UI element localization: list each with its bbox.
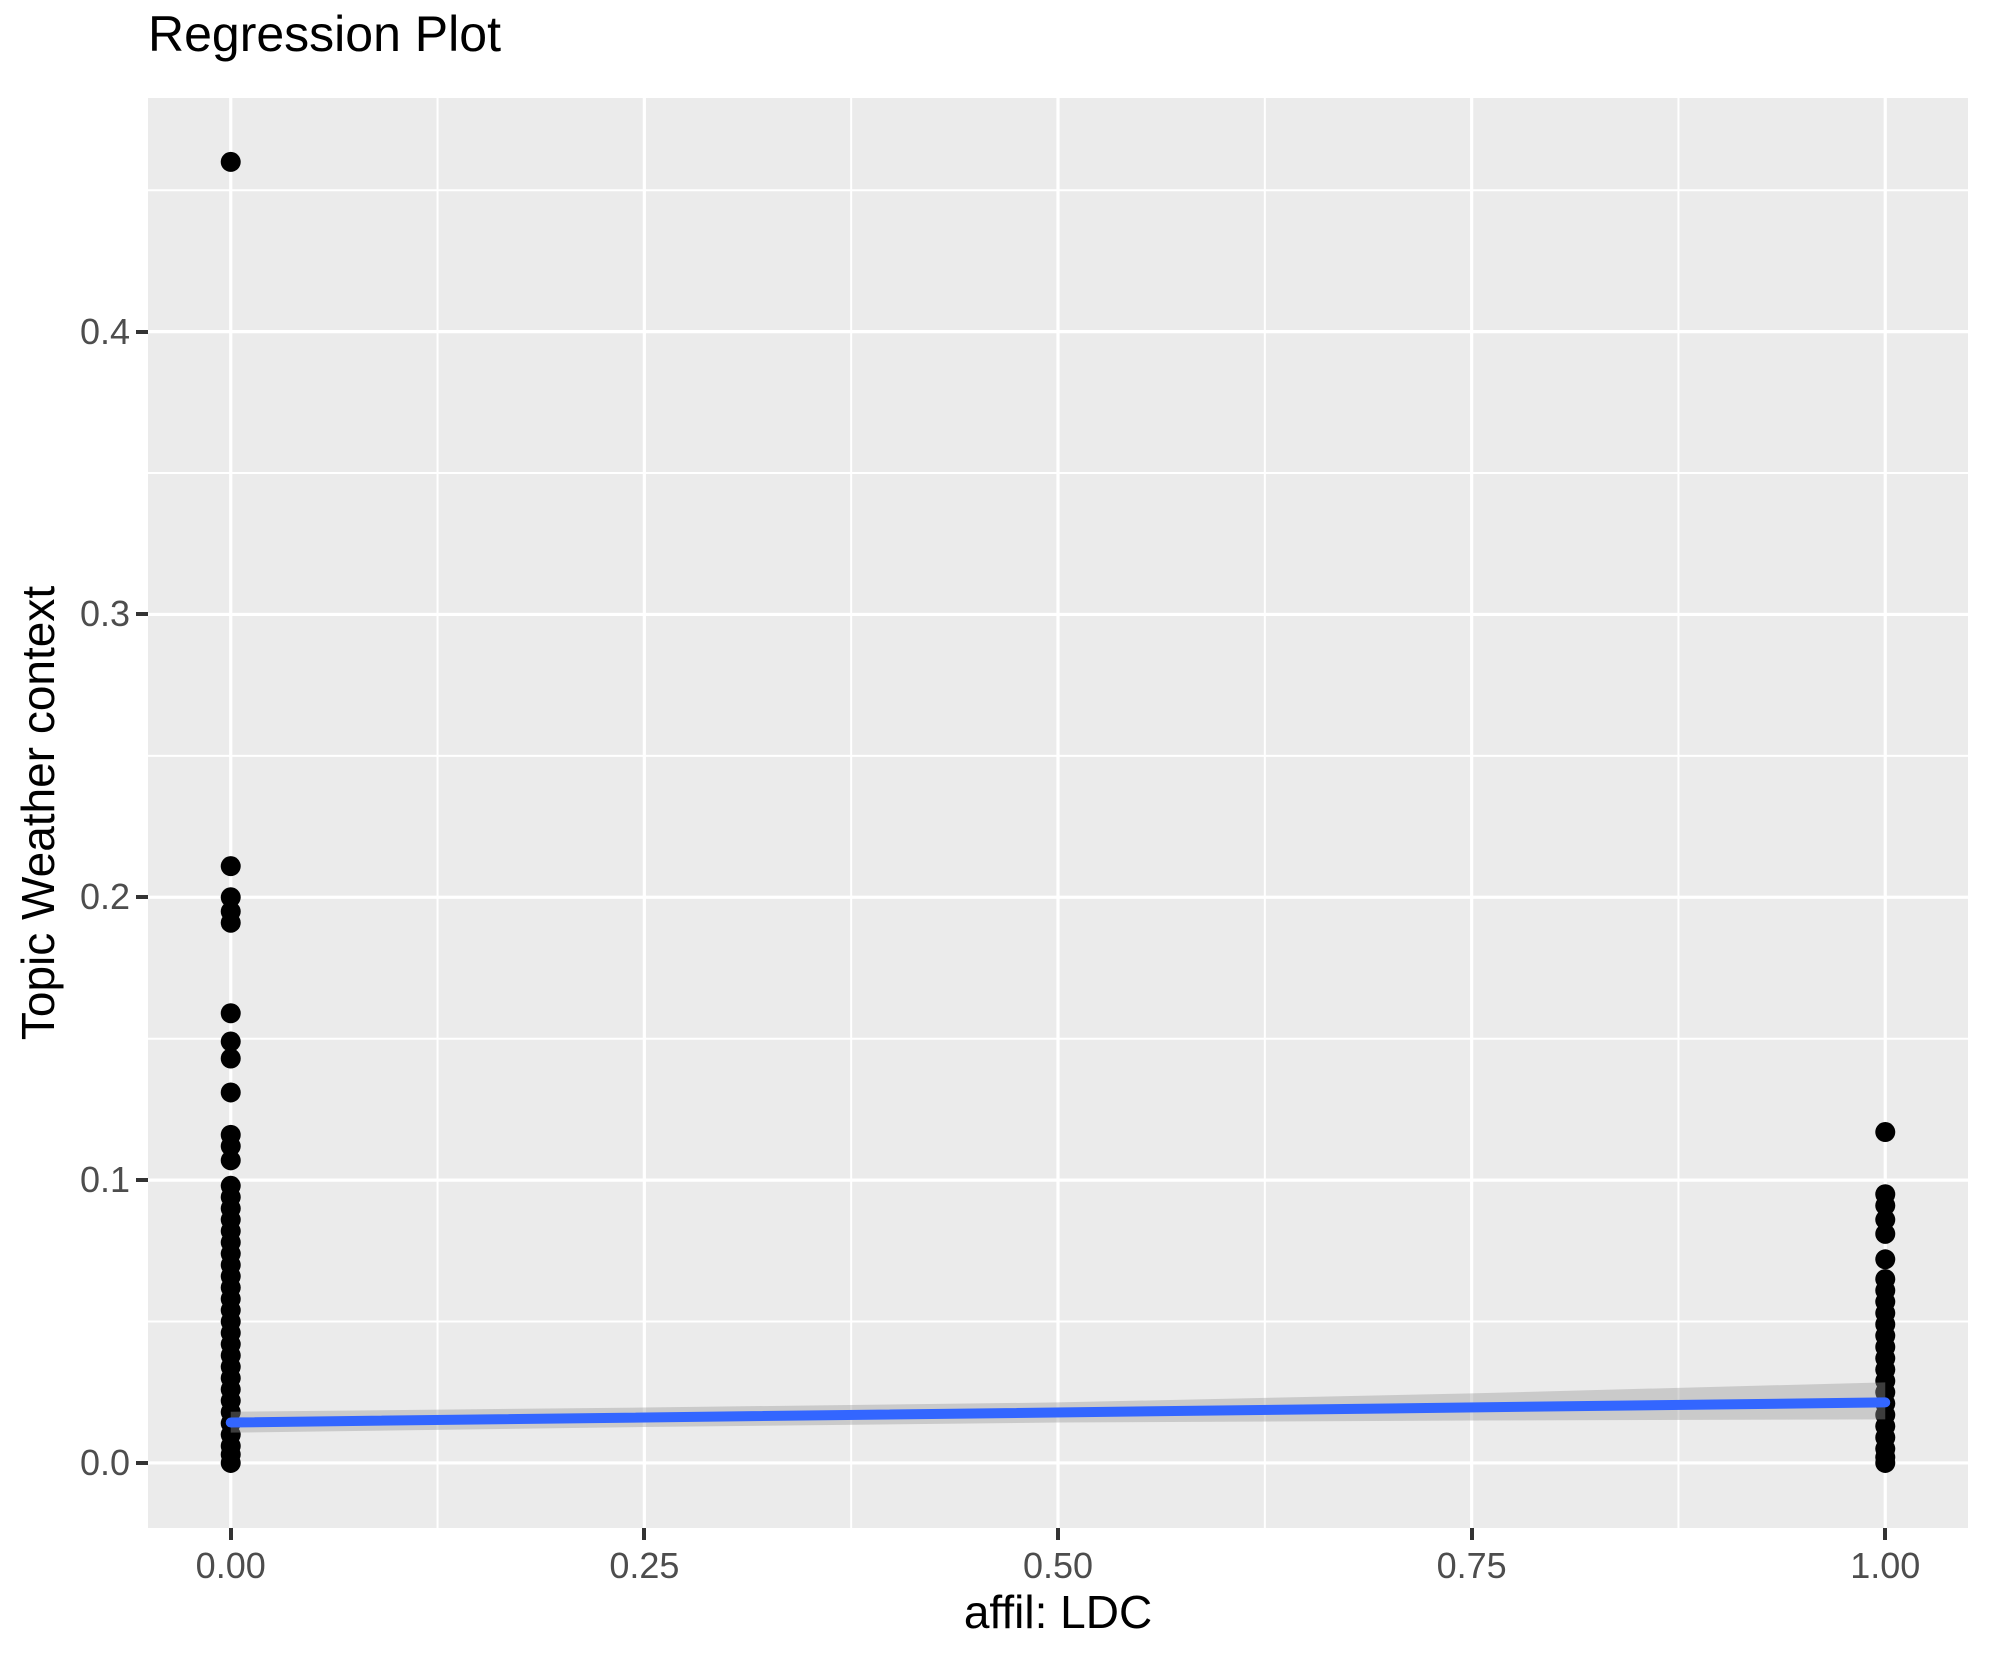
y-tick-label: 0.4 xyxy=(79,310,130,352)
x-tick-label: 0.25 xyxy=(609,1545,680,1586)
x-tick-mark xyxy=(1056,1528,1060,1540)
points-series-0 xyxy=(220,151,241,1473)
data-point xyxy=(1875,1209,1896,1230)
data-point xyxy=(220,1150,241,1171)
data-point xyxy=(220,856,241,877)
points-series-1 xyxy=(1875,1122,1896,1473)
x-tick-label: 1.00 xyxy=(1850,1545,1921,1586)
data-point xyxy=(1875,1122,1896,1143)
data-point xyxy=(1875,1195,1896,1216)
x-tick-label: 0.50 xyxy=(1022,1545,1094,1586)
gridlines-major xyxy=(148,98,1968,1528)
data-point xyxy=(220,1452,241,1473)
data-point xyxy=(220,912,241,933)
x-tick-label: 0.75 xyxy=(1436,1545,1507,1586)
data-point xyxy=(1875,1452,1896,1473)
y-tick-mark xyxy=(136,329,148,334)
data-point xyxy=(220,887,241,908)
data-point xyxy=(220,1048,241,1069)
data-point xyxy=(220,1031,241,1052)
y-tick-mark xyxy=(136,1460,148,1465)
data-point xyxy=(1875,1223,1896,1244)
x-tick-mark xyxy=(642,1528,647,1540)
y-tick-mark xyxy=(136,612,148,617)
y-tick-mark xyxy=(136,1178,148,1183)
data-point xyxy=(220,1136,241,1157)
x-axis-title: affil: LDC xyxy=(963,1586,1153,1638)
y-tick-label: 0.2 xyxy=(79,876,130,918)
x-tick-mark xyxy=(1883,1528,1888,1540)
x-tick-label: 0.00 xyxy=(195,1545,266,1586)
y-axis-title: Topic Weather context xyxy=(12,585,64,1041)
data-point xyxy=(1875,1249,1896,1270)
plot-title: Regression Plot xyxy=(148,6,501,62)
y-tick-label: 0.0 xyxy=(79,1441,130,1483)
y-tick-label: 0.1 xyxy=(79,1159,130,1201)
chart-canvas xyxy=(148,98,1968,1528)
regression-line xyxy=(225,1397,1891,1428)
x-tick-mark xyxy=(228,1528,233,1540)
data-point xyxy=(220,1003,241,1024)
data-point xyxy=(220,151,241,172)
y-tick-label: 0.3 xyxy=(79,593,130,635)
y-tick-mark xyxy=(136,895,148,900)
plot-panel xyxy=(148,98,1968,1528)
x-tick-mark xyxy=(1469,1528,1474,1540)
data-point xyxy=(220,1082,241,1103)
